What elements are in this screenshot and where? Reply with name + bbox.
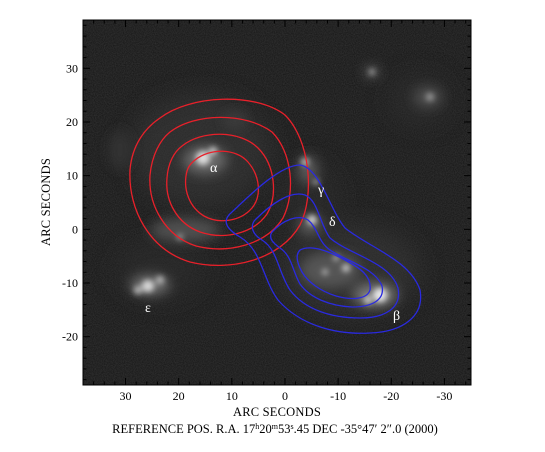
y-tick-labels: 30 20 10 0 -10 -20 (62, 61, 78, 343)
y-tick-label: -20 (62, 330, 78, 344)
x-axis-title: ARC SECONDS (233, 405, 321, 419)
y-tick-label: -10 (62, 276, 78, 290)
caption-ra-min: 20 (259, 422, 272, 436)
label-delta: δ (329, 215, 336, 230)
x-tick-label: -10 (330, 389, 346, 403)
label-alpha: α (210, 161, 218, 176)
blue-contour-outer (225, 164, 422, 334)
blue-contour-3 (269, 217, 384, 308)
x-tick-label: 20 (173, 389, 185, 403)
x-tick-label: 10 (226, 389, 238, 403)
red-contour-outer (129, 98, 309, 267)
caption-ra-s: s (291, 422, 294, 431)
x-tick-labels: 30 20 10 0 -10 -20 -30 (120, 389, 453, 403)
blue-contour-inner (296, 247, 371, 300)
caption-dec-mark: ″ (387, 422, 392, 436)
y-tick-label: 30 (66, 61, 78, 75)
axis-ticks (83, 20, 471, 385)
y-axis-title: ARC SECONDS (39, 158, 53, 246)
plot-frame (82, 19, 472, 386)
label-gamma: γ (317, 183, 324, 198)
caption-ra-frac: .45 (294, 422, 310, 436)
y-tick-label: 20 (66, 115, 78, 129)
label-beta: β (393, 309, 400, 324)
caption-dec: DEC -35°47′ 2 (309, 422, 387, 436)
y-tick-label: 0 (72, 222, 78, 236)
caption-dec-frac: .0 (2000) (392, 422, 438, 436)
caption-ra-sec: 53 (278, 422, 291, 436)
y-tick-label: 10 (66, 169, 78, 183)
caption-prefix: REFERENCE POS. R.A. 17 (112, 422, 255, 436)
caption-ra-m: m (272, 422, 279, 431)
label-epsilon: ε (145, 301, 151, 316)
blue-contour-2 (251, 193, 400, 319)
x-tick-label: 30 (120, 389, 132, 403)
caption-ra-h: h (255, 422, 259, 431)
reference-position-caption: REFERENCE POS. R.A. 17h20m53s.45 DEC -35… (112, 422, 438, 437)
nebula-image (83, 20, 471, 385)
red-contours (129, 98, 309, 267)
x-tick-label: 0 (282, 389, 288, 403)
blue-contours (225, 164, 422, 334)
x-tick-label: -20 (383, 389, 399, 403)
red-contour-inner (184, 150, 259, 222)
red-contour-3 (166, 133, 275, 236)
x-tick-label: -30 (436, 389, 452, 403)
red-contour-2 (149, 116, 292, 250)
